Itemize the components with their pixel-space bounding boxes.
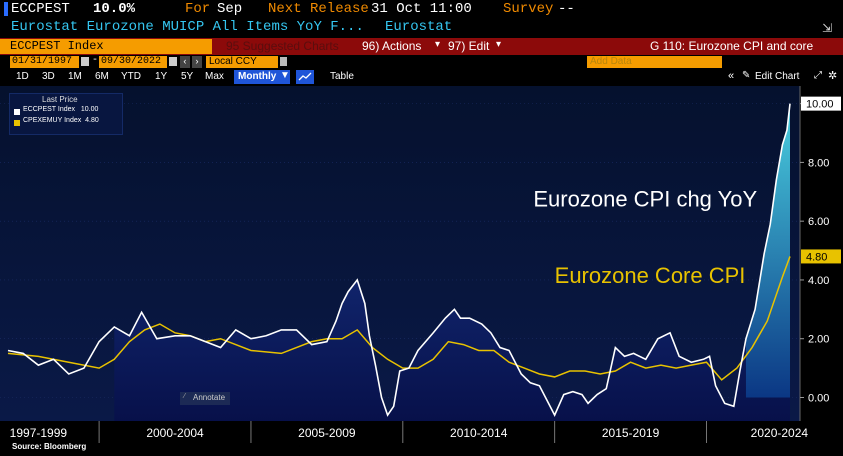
range-ytd[interactable]: YTD: [121, 71, 141, 82]
for-label: For: [185, 1, 211, 17]
y-tick-label-5: 0.00: [808, 392, 829, 404]
x-label-5: 2020-2024: [751, 426, 809, 440]
annotate-button[interactable]: ⁄ Annotate: [180, 392, 230, 405]
frequency-select[interactable]: Monthly ▼: [234, 70, 290, 84]
legend-title: Last Price: [42, 95, 78, 104]
range-1d[interactable]: 1D: [16, 71, 29, 82]
last-tag-cpi-text: 10.00: [806, 99, 834, 111]
actions-menu[interactable]: 96) Actions: [362, 39, 422, 53]
frequency-text: Monthly: [238, 71, 277, 82]
ticker: ECCPEST: [11, 1, 70, 17]
currency-text: Local CCY: [209, 56, 257, 67]
series-source: Eurostat: [385, 19, 453, 35]
y-tick-label-4: 2.00: [808, 334, 829, 346]
table-button[interactable]: Table: [330, 71, 354, 82]
next-release-value: 31 Oct 11:00: [371, 1, 472, 17]
chart-svg: 10.00 8.00 6.00 4.00 2.00 0.00 10.00 4.80 Euro…: [0, 86, 843, 421]
cpi-area-highlight: [745, 103, 790, 398]
range-5y[interactable]: 5Y: [181, 71, 194, 82]
x-label-3: 2010-2014: [450, 426, 508, 440]
start-calendar-icon[interactable]: [81, 57, 89, 66]
x-axis-svg: 1997-1999 2000-2004 2005-2009 2010-2014 2015…: [10, 421, 809, 443]
x-label-1: 2000-2004: [146, 426, 204, 440]
start-date-text: 01/31/1997: [12, 56, 73, 67]
settings-icon[interactable]: ✲: [828, 70, 838, 82]
survey-label: Survey: [503, 1, 554, 17]
chart-toolbar: 1D 3D 1M 6M YTD 1Y 5Y Max Monthly ▼ Tabl…: [0, 69, 843, 96]
current-value: 10.0%: [93, 1, 136, 17]
annotate-icon: ⁄: [184, 393, 186, 400]
x-axis: 1997-1999 2000-2004 2005-2009 2010-2014 2015…: [0, 421, 843, 451]
date-bar: 01/31/1997 - 09/30/2022 ‹ › Local CCY Ad…: [0, 55, 843, 69]
y-tick-label-3: 4.00: [808, 275, 829, 287]
legend-item-core: CPEXEMUY Index 4.80: [23, 117, 99, 124]
add-data-input[interactable]: Add Data: [587, 56, 722, 68]
legend-swatch-core: [14, 120, 20, 126]
series-description: Eurostat Eurozone MUICP All Items YoY F.…: [11, 19, 364, 35]
end-calendar-icon[interactable]: [169, 57, 177, 66]
y-tick-label-1: 8.00: [808, 157, 829, 169]
currency-select[interactable]: Local CCY: [206, 56, 278, 68]
survey-value: --: [558, 1, 575, 17]
export-icon[interactable]: ⇲: [822, 21, 833, 35]
annotate-label: Annotate: [193, 393, 226, 402]
range-1y[interactable]: 1Y: [155, 71, 168, 82]
frequency-caret-icon: ▼: [280, 70, 290, 81]
last-tag-core-text: 4.80: [806, 251, 827, 263]
end-date-input[interactable]: 09/30/2022: [99, 56, 167, 68]
range-3d[interactable]: 3D: [42, 71, 55, 82]
header-row-2: Eurostat Eurozone MUICP All Items YoY F.…: [0, 18, 843, 36]
last-value-tags: 10.00 4.80: [801, 96, 841, 264]
last-tag-cpi-bg: [801, 96, 841, 111]
range-max[interactable]: Max: [205, 71, 224, 82]
x-label-4: 2015-2019: [602, 426, 660, 440]
edit-chart-button[interactable]: Edit Chart: [755, 71, 800, 82]
cpi-line: [7, 103, 791, 417]
range-1m[interactable]: 1M: [68, 71, 82, 82]
next-period-button[interactable]: ›: [192, 56, 202, 68]
cpi-area-fill: [114, 103, 790, 421]
legend-item-cpi: ECCPEST Index 10.00: [23, 106, 99, 113]
command-bar: ECCPEST Index 95 Suggested Charts 96) Ac…: [0, 38, 843, 55]
ticker-accent: [4, 2, 8, 16]
pencil-icon: ✎: [742, 70, 751, 81]
collapse-icon[interactable]: «: [728, 70, 735, 82]
date-dash: -: [92, 55, 99, 66]
security-field[interactable]: ECCPEST Index: [0, 39, 212, 54]
add-data-placeholder: Add Data: [590, 56, 632, 67]
prev-period-button[interactable]: ‹: [180, 56, 190, 68]
line-chart-icon[interactable]: [296, 70, 314, 84]
next-release-label: Next Release: [268, 1, 369, 17]
range-6m[interactable]: 6M: [95, 71, 109, 82]
legend-box: Last Price ECCPEST Index 10.00 CPEXEMUY …: [9, 93, 123, 135]
core-cpi-line: [7, 256, 791, 381]
security-field-text: ECCPEST Index: [10, 39, 104, 53]
currency-caret-icon[interactable]: [280, 57, 287, 66]
header-row-1: ECCPEST 10.0% For Sep Next Release 31 Oc…: [0, 0, 843, 18]
chart-area: 10.00 8.00 6.00 4.00 2.00 0.00 10.00 4.80 Euro…: [0, 86, 843, 421]
suggested-charts-menu[interactable]: 95 Suggested Charts: [226, 39, 339, 53]
x-label-0: 1997-1999: [10, 426, 68, 440]
last-tag-core-bg: [801, 249, 841, 264]
edit-caret-icon: ▾: [496, 39, 502, 50]
x-label-2: 2005-2009: [298, 426, 356, 440]
chart-title: G 110: Eurozone CPI and core: [650, 39, 814, 53]
legend-swatch-cpi: [14, 109, 20, 115]
zoom-icon[interactable]: ⤢: [814, 70, 822, 81]
annotation-1: Eurozone Core CPI: [555, 263, 746, 288]
y-tick-label-2: 6.00: [808, 216, 829, 228]
annotation-0: Eurozone CPI chg YoY: [533, 186, 757, 211]
end-date-text: 09/30/2022: [101, 56, 162, 67]
edit-menu[interactable]: 97) Edit: [448, 39, 490, 53]
for-value: Sep: [217, 1, 243, 17]
start-date-input[interactable]: 01/31/1997: [10, 56, 79, 68]
source-note: Source: Bloomberg: [12, 442, 87, 451]
actions-caret-icon: ▾: [435, 39, 441, 50]
chart-annotations: Eurozone CPI chg YoY Eurozone Core CPI: [533, 186, 757, 287]
